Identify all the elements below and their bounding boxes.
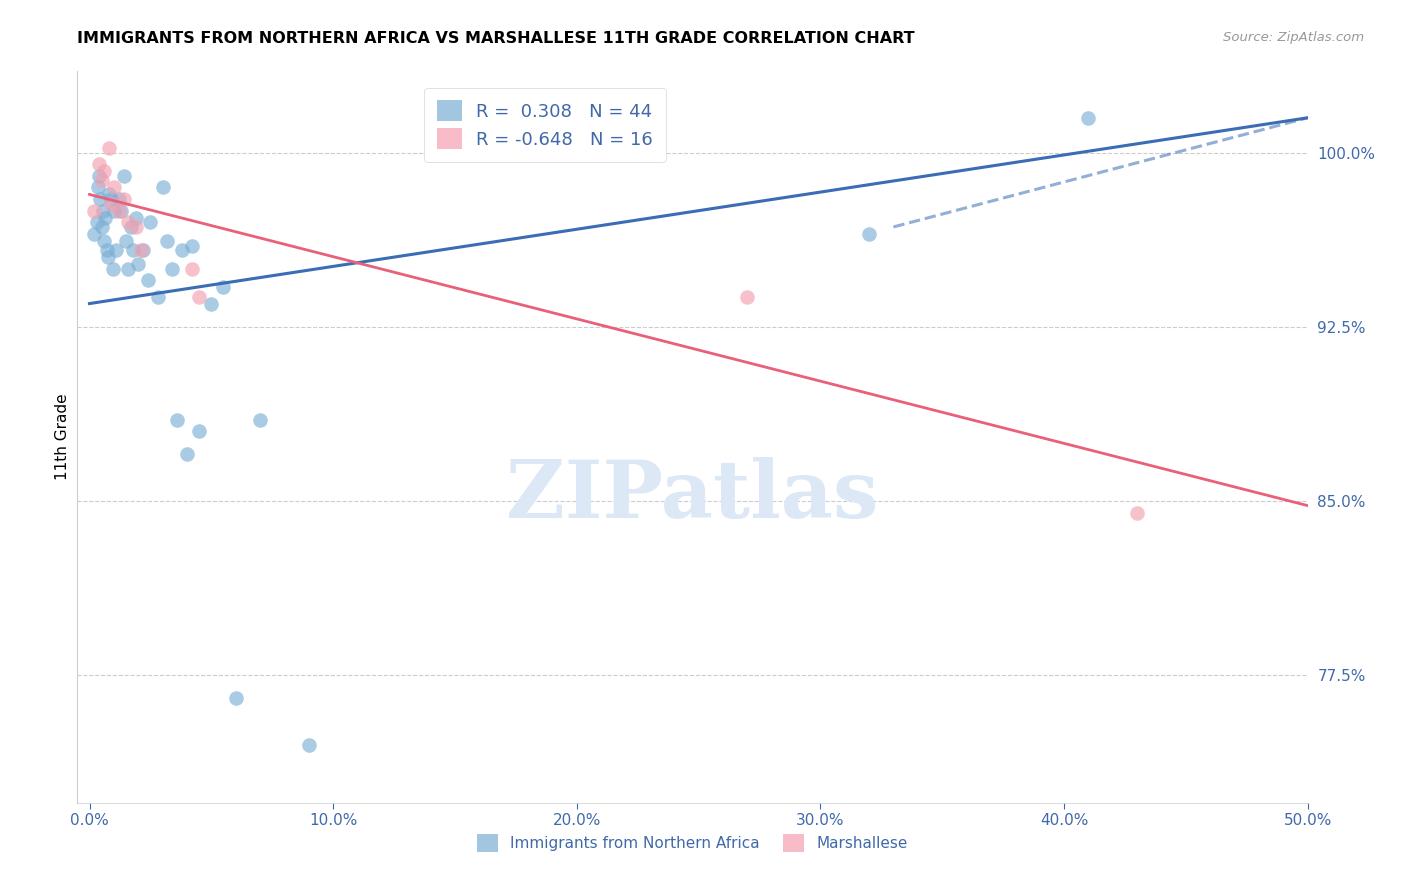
Point xyxy=(93,234,115,248)
Point xyxy=(858,227,880,241)
Point xyxy=(100,196,122,211)
Point xyxy=(166,412,188,426)
Point xyxy=(86,215,108,229)
Point xyxy=(212,280,235,294)
Point xyxy=(225,691,247,706)
Y-axis label: 11th Grade: 11th Grade xyxy=(55,393,70,481)
Point xyxy=(180,261,202,276)
Point xyxy=(90,219,112,234)
Point xyxy=(249,412,271,426)
Point xyxy=(125,219,148,234)
Point xyxy=(89,169,111,183)
Point xyxy=(146,290,169,304)
Point xyxy=(90,173,112,187)
Point xyxy=(132,243,155,257)
Point xyxy=(136,273,159,287)
Point xyxy=(298,738,321,752)
Point xyxy=(110,203,132,218)
Point xyxy=(180,238,202,252)
Point xyxy=(107,192,129,206)
Point xyxy=(103,203,125,218)
Point xyxy=(127,257,149,271)
Point xyxy=(94,211,117,225)
Point xyxy=(105,243,128,257)
Point xyxy=(83,203,105,218)
Point xyxy=(98,187,121,202)
Point xyxy=(162,261,184,276)
Point xyxy=(89,192,111,206)
Point xyxy=(112,192,135,206)
Point xyxy=(96,243,118,257)
Point xyxy=(172,243,194,257)
Point xyxy=(120,219,142,234)
Point xyxy=(115,234,138,248)
Point xyxy=(103,180,125,194)
Point xyxy=(87,180,110,194)
Point xyxy=(117,215,139,229)
Point xyxy=(117,261,139,276)
Point xyxy=(100,192,122,206)
Point xyxy=(176,448,198,462)
Point xyxy=(156,234,179,248)
Point xyxy=(98,141,121,155)
Point xyxy=(129,243,152,257)
Point xyxy=(89,157,111,171)
Point xyxy=(112,169,135,183)
Point xyxy=(188,290,211,304)
Point xyxy=(1077,111,1099,125)
Legend: Immigrants from Northern Africa, Marshallese: Immigrants from Northern Africa, Marshal… xyxy=(468,825,917,861)
Point xyxy=(139,215,162,229)
Point xyxy=(93,164,115,178)
Point xyxy=(107,203,129,218)
Text: Source: ZipAtlas.com: Source: ZipAtlas.com xyxy=(1223,31,1364,45)
Point xyxy=(83,227,105,241)
Point xyxy=(200,296,222,310)
Point xyxy=(125,211,148,225)
Point xyxy=(188,424,211,438)
Point xyxy=(97,250,120,264)
Text: ZIPatlas: ZIPatlas xyxy=(506,457,879,534)
Text: IMMIGRANTS FROM NORTHERN AFRICA VS MARSHALLESE 11TH GRADE CORRELATION CHART: IMMIGRANTS FROM NORTHERN AFRICA VS MARSH… xyxy=(77,31,915,46)
Point xyxy=(91,203,114,218)
Point xyxy=(101,261,124,276)
Point xyxy=(1126,506,1149,520)
Point xyxy=(122,243,145,257)
Point xyxy=(735,290,758,304)
Point xyxy=(152,180,174,194)
